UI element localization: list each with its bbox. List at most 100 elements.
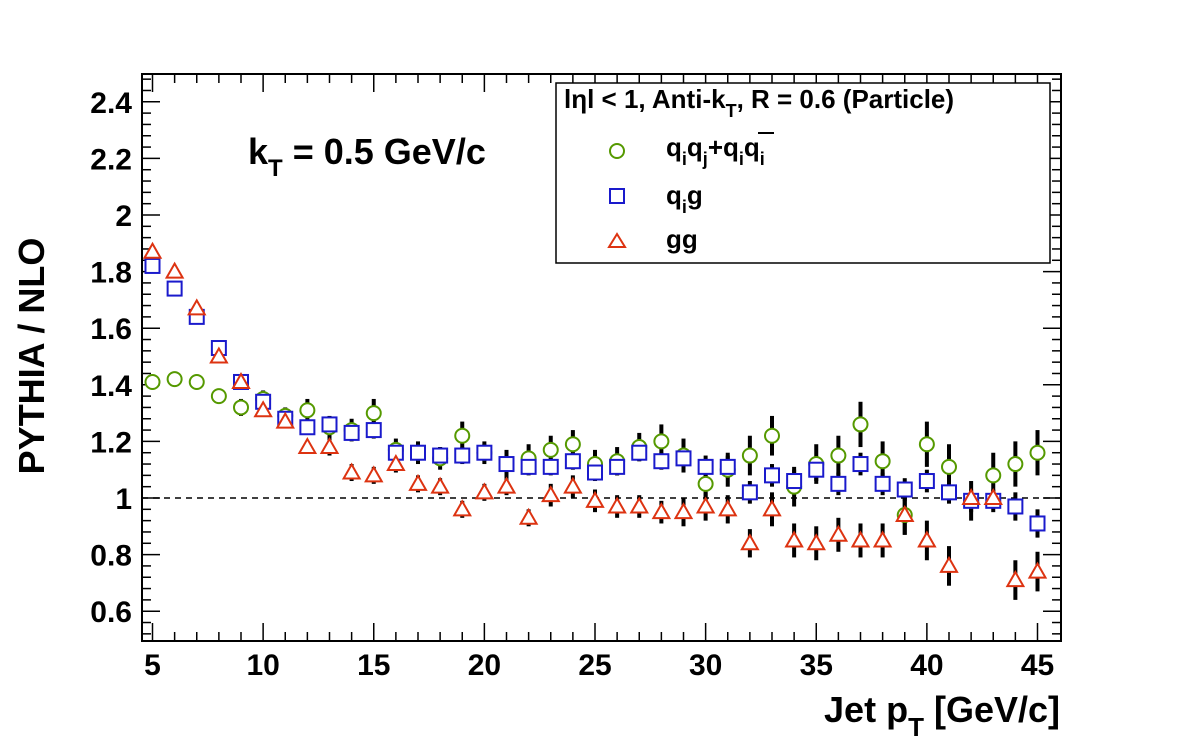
data-point-triangle [319, 437, 340, 455]
data-point-triangle [828, 524, 849, 542]
data-point-triangle [297, 437, 318, 455]
data-point-circle [918, 436, 935, 453]
data-point-triangle [275, 411, 295, 429]
data-point-square [321, 416, 338, 433]
data-point-circle [188, 373, 205, 390]
axis-ticks [142, 74, 1061, 641]
data-point-triangle [518, 507, 539, 525]
data-point-triangle [651, 502, 672, 520]
y-tick-label: 0.6 [90, 596, 132, 629]
data-point-circle [564, 436, 581, 453]
data-markers [142, 241, 1048, 588]
data-point-square [675, 450, 692, 467]
x-tick-label: 35 [800, 649, 833, 682]
data-point-triangle [850, 530, 871, 548]
data-point-triangle [762, 499, 782, 517]
data-point-square [697, 458, 714, 475]
data-point-triangle [209, 346, 229, 364]
data-point-circle [741, 447, 758, 464]
data-point-circle [299, 402, 316, 419]
x-tick-label: 5 [144, 649, 161, 682]
data-point-circle [697, 475, 714, 492]
data-point-square [144, 257, 161, 274]
data-point-circle [144, 373, 161, 390]
data-point-circle [1029, 444, 1046, 461]
data-point-triangle [695, 496, 716, 514]
data-point-square [609, 458, 626, 475]
data-point-square [476, 444, 493, 461]
data-point-circle [985, 467, 1002, 484]
y-tick-labels: 0.6 0.8 1 1.2 1.4 1.6 1.8 2 2.2 2.4 [90, 87, 132, 629]
x-tick-label: 45 [1021, 649, 1054, 682]
data-point-triangle [784, 530, 804, 548]
data-point-square [874, 475, 891, 492]
data-point-square [454, 447, 471, 464]
data-point-triangle [607, 496, 627, 514]
data-point-triangle [1005, 570, 1026, 588]
plot-frame [141, 73, 1062, 642]
data-point-circle [166, 371, 183, 388]
data-point-square [432, 447, 449, 464]
y-tick-label: 1.4 [90, 370, 132, 403]
kt-annotation: kT = 0.5 GeV/c [248, 131, 486, 182]
data-point-circle [210, 388, 227, 405]
data-point-square [1029, 515, 1046, 532]
legend: lηl < 1, Anti-kT, R = 0.6 (Particle) qiq… [555, 82, 1051, 264]
data-point-triangle [917, 530, 937, 548]
data-point-circle [653, 433, 670, 450]
legend-marker-qg [609, 188, 625, 204]
data-point-square [918, 473, 935, 490]
data-point-triangle [164, 261, 185, 279]
y-tick-label: 2.4 [90, 87, 132, 120]
y-tick-label: 2 [115, 200, 132, 233]
data-point-triangle [541, 485, 561, 503]
legend-marker-gg [607, 232, 627, 248]
data-point-circle [830, 447, 847, 464]
data-point-triangle [895, 504, 915, 522]
data-point-square [564, 453, 581, 470]
data-point-circle [454, 427, 471, 444]
y-tick-label: 1.8 [90, 257, 132, 290]
data-point-square [808, 461, 825, 478]
data-point-triangle [983, 487, 1003, 505]
y-axis-title: PYTHIA / NLO [11, 238, 52, 475]
data-point-triangle [673, 502, 694, 520]
data-point-triangle [496, 476, 517, 494]
data-point-square [653, 453, 670, 470]
x-tick-label: 15 [357, 649, 390, 682]
data-point-square [498, 456, 515, 473]
data-point-circle [852, 416, 869, 433]
x-tick-label: 25 [578, 649, 611, 682]
x-tick-labels: 5 10 15 20 25 30 35 40 45 [144, 649, 1054, 682]
data-point-square [343, 424, 360, 441]
data-point-triangle [806, 533, 826, 551]
data-point-triangle [474, 482, 495, 500]
data-point-square [1007, 498, 1024, 515]
data-point-triangle [629, 496, 649, 514]
y-tick-label: 2.2 [90, 143, 132, 176]
data-point-square [852, 456, 869, 473]
data-point-square [520, 458, 537, 475]
data-point-triangle [142, 241, 163, 259]
legend-header: lηl < 1, Anti-kT, R = 0.6 (Particle) [564, 84, 954, 121]
data-point-triangle [939, 555, 959, 573]
data-point-triangle [253, 400, 273, 418]
data-point-square [587, 464, 603, 481]
data-point-square [896, 481, 913, 498]
legend-label-gg: gg [666, 224, 698, 254]
data-point-triangle [231, 371, 251, 389]
data-point-triangle [452, 499, 472, 517]
data-point-triangle [563, 476, 583, 494]
legend-marker-qq [609, 143, 625, 159]
data-point-triangle [430, 476, 450, 494]
data-point-triangle [341, 462, 362, 480]
data-point-triangle [740, 533, 760, 551]
data-point-square [410, 444, 426, 461]
data-point-square [941, 484, 957, 501]
x-tick-label: 10 [246, 649, 279, 682]
legend-box [555, 82, 1051, 264]
data-point-square [719, 458, 736, 475]
data-point-triangle [718, 499, 738, 517]
x-tick-label: 30 [689, 649, 722, 682]
x-axis-title: Jet pT [GeV/c] [824, 689, 1060, 742]
